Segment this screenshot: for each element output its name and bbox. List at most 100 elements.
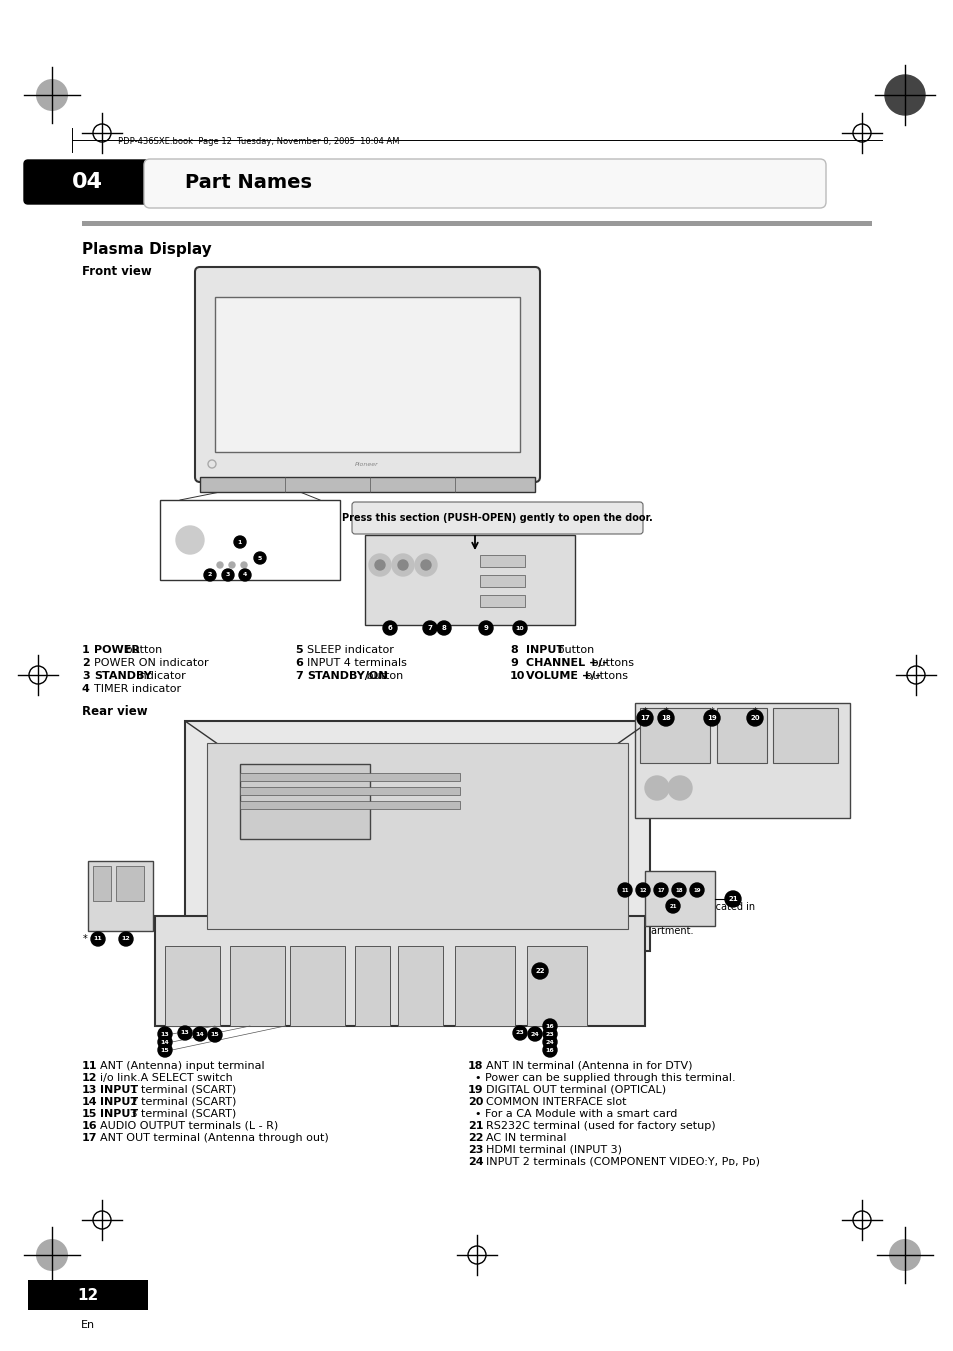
Text: 9: 9 [483, 626, 488, 631]
Text: 21: 21 [468, 1121, 483, 1131]
Circle shape [436, 621, 451, 635]
Bar [635, 703, 849, 817]
Text: indicator: indicator [133, 671, 186, 681]
Text: ANT (Antenna) input terminal: ANT (Antenna) input terminal [100, 1061, 264, 1071]
Text: POWER ON indicator: POWER ON indicator [94, 658, 209, 667]
Text: CHANNEL +/–: CHANNEL +/– [525, 658, 607, 667]
Bar [526, 946, 586, 1025]
Text: Press this section (PUSH-OPEN) gently to open the door.: Press this section (PUSH-OPEN) gently to… [342, 513, 652, 523]
Text: STANDBY/ON: STANDBY/ON [307, 671, 387, 681]
Circle shape [241, 562, 247, 567]
Text: INPUT 2 terminals (COMPONENT VIDEO:Y, Pᴅ, Pᴅ): INPUT 2 terminals (COMPONENT VIDEO:Y, Pᴅ… [485, 1156, 760, 1167]
Text: 1: 1 [237, 539, 242, 544]
Bar [240, 765, 370, 839]
Bar [479, 594, 524, 607]
Bar [214, 297, 519, 453]
Text: 21: 21 [669, 904, 676, 908]
Circle shape [888, 1239, 920, 1271]
Circle shape [542, 1035, 557, 1048]
Text: 22: 22 [535, 969, 544, 974]
Bar [479, 576, 524, 586]
Circle shape [204, 569, 215, 581]
Text: 12: 12 [639, 888, 646, 893]
Bar [365, 535, 575, 626]
Circle shape [532, 963, 547, 979]
FancyBboxPatch shape [24, 159, 150, 204]
Circle shape [420, 561, 431, 570]
Circle shape [542, 1027, 557, 1042]
Text: 19: 19 [468, 1085, 483, 1096]
Text: 1: 1 [82, 644, 90, 655]
Text: compartment.: compartment. [624, 925, 694, 936]
Bar [240, 801, 459, 809]
Text: Front view: Front view [82, 265, 152, 278]
Text: 12: 12 [121, 936, 131, 942]
Text: 18: 18 [468, 1061, 483, 1071]
Circle shape [884, 76, 924, 115]
Bar [772, 708, 837, 763]
Bar [479, 555, 524, 567]
Circle shape [637, 711, 652, 725]
Text: 9: 9 [510, 658, 517, 667]
Text: 5: 5 [257, 555, 262, 561]
Circle shape [229, 562, 234, 567]
Text: 12: 12 [77, 1288, 98, 1302]
Circle shape [91, 932, 105, 946]
Bar [240, 788, 459, 794]
Circle shape [636, 884, 649, 897]
Text: INPUT: INPUT [100, 1085, 138, 1096]
Circle shape [158, 1027, 172, 1042]
Text: 17: 17 [639, 715, 649, 721]
Bar [230, 946, 285, 1025]
Text: 2: 2 [82, 658, 90, 667]
Text: *: * [642, 707, 647, 717]
Circle shape [175, 526, 204, 554]
Text: 13: 13 [180, 1031, 190, 1035]
Text: ANT IN terminal (Antenna in for DTV): ANT IN terminal (Antenna in for DTV) [485, 1061, 692, 1071]
Text: 5: 5 [294, 644, 302, 655]
Text: *: * [617, 886, 621, 896]
Text: HDMI terminal (INPUT 3): HDMI terminal (INPUT 3) [485, 1146, 621, 1155]
Text: 18: 18 [675, 888, 682, 893]
Circle shape [513, 1025, 526, 1040]
Text: 12: 12 [82, 1073, 97, 1084]
Text: 18: 18 [660, 715, 670, 721]
Text: 2 terminal (SCART): 2 terminal (SCART) [128, 1097, 236, 1106]
Circle shape [422, 621, 436, 635]
Text: • For a CA Module with a smart card: • For a CA Module with a smart card [468, 1109, 677, 1119]
Circle shape [542, 1019, 557, 1034]
Text: are located in: are located in [684, 902, 755, 912]
Text: • Power can be supplied through this terminal.: • Power can be supplied through this ter… [468, 1073, 735, 1084]
Circle shape [239, 569, 251, 581]
Circle shape [542, 1043, 557, 1056]
Text: 24: 24 [530, 1032, 538, 1036]
Text: 04: 04 [71, 172, 102, 192]
Circle shape [618, 884, 631, 897]
Text: Pioneer: Pioneer [355, 462, 378, 467]
Bar [160, 500, 339, 580]
Text: 23: 23 [515, 1031, 524, 1035]
Text: 13: 13 [82, 1085, 97, 1096]
Text: 15: 15 [211, 1032, 219, 1038]
Circle shape [527, 1027, 541, 1042]
Text: 13: 13 [160, 1032, 170, 1036]
Text: Rear view: Rear view [82, 705, 148, 717]
Text: button: button [363, 671, 403, 681]
Circle shape [208, 1028, 222, 1042]
Circle shape [703, 711, 720, 725]
Text: En: En [81, 1320, 95, 1329]
Text: 24: 24 [545, 1039, 554, 1044]
Bar [355, 946, 390, 1025]
Text: VOLUME +/–: VOLUME +/– [525, 671, 600, 681]
Text: 20: 20 [749, 715, 759, 721]
Text: buttons: buttons [581, 671, 627, 681]
Circle shape [689, 884, 703, 897]
Text: 11: 11 [93, 936, 102, 942]
Text: i/o link.A SELECT switch: i/o link.A SELECT switch [100, 1073, 233, 1084]
Text: 21: 21 [727, 896, 737, 902]
Circle shape [415, 554, 436, 576]
Bar [644, 871, 714, 925]
Circle shape [644, 775, 668, 800]
Bar [92, 866, 111, 901]
Text: 2: 2 [208, 573, 212, 577]
